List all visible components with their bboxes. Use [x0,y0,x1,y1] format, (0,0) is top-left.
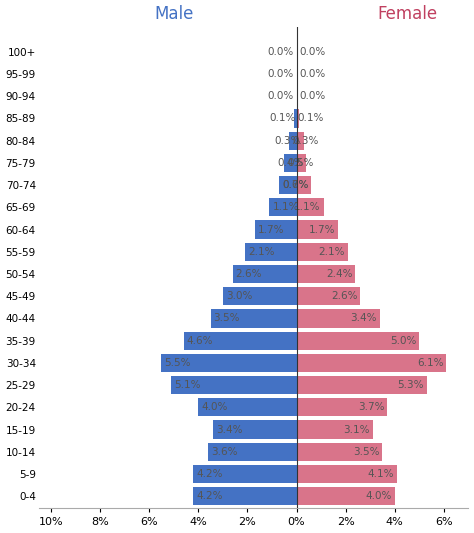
Bar [270,198,297,216]
Bar [297,176,311,194]
Bar [193,465,297,483]
Bar [255,221,297,239]
Bar [297,487,395,505]
Bar [294,109,297,127]
Text: 3.6%: 3.6% [211,447,237,457]
Bar [289,132,297,150]
Text: 3.4%: 3.4% [216,425,242,434]
Bar [297,376,427,394]
Text: 4.0%: 4.0% [201,402,228,413]
Text: 1.1%: 1.1% [273,203,299,212]
Text: 0.0%: 0.0% [300,69,326,79]
Text: 0.7%: 0.7% [282,180,309,190]
Bar [297,354,447,372]
Text: 2.4%: 2.4% [326,269,353,279]
Text: 0.0%: 0.0% [300,47,326,57]
Bar [279,176,297,194]
Text: 3.4%: 3.4% [351,313,377,324]
Text: 3.1%: 3.1% [343,425,370,434]
Bar [297,154,306,172]
Text: 4.2%: 4.2% [196,491,223,501]
Bar [210,309,297,328]
Bar [297,287,360,305]
Text: 2.6%: 2.6% [331,291,357,301]
Text: 4.2%: 4.2% [196,469,223,479]
Text: 4.0%: 4.0% [365,491,392,501]
Text: 0.3%: 0.3% [292,136,319,146]
Text: 3.5%: 3.5% [353,447,380,457]
Bar [297,243,348,261]
Bar [297,265,356,283]
Bar [198,398,297,416]
Text: 1.7%: 1.7% [258,224,284,235]
Bar [171,376,297,394]
Bar [183,332,297,350]
Text: 3.7%: 3.7% [358,402,384,413]
Bar [297,109,299,127]
Text: 0.4%: 0.4% [277,158,303,168]
Text: 0.0%: 0.0% [267,69,293,79]
Text: 2.1%: 2.1% [248,247,274,257]
Text: 2.1%: 2.1% [319,247,345,257]
Bar [297,132,304,150]
Text: 5.1%: 5.1% [174,380,201,390]
Text: 1.1%: 1.1% [294,203,320,212]
Bar [297,221,338,239]
Text: 3.0%: 3.0% [226,291,252,301]
Bar [213,421,297,439]
Bar [284,154,297,172]
Text: 0.1%: 0.1% [297,114,323,124]
Text: Female: Female [377,5,437,23]
Text: 0.5%: 0.5% [287,158,313,168]
Bar [297,198,324,216]
Bar [297,309,380,328]
Bar [297,465,397,483]
Bar [208,442,297,461]
Bar [297,332,419,350]
Text: 4.6%: 4.6% [186,336,213,346]
Text: 0.6%: 0.6% [282,180,308,190]
Bar [233,265,297,283]
Text: 0.0%: 0.0% [267,91,293,101]
Bar [162,354,297,372]
Text: 0.0%: 0.0% [300,91,326,101]
Text: 4.1%: 4.1% [368,469,394,479]
Bar [223,287,297,305]
Text: 5.0%: 5.0% [390,336,416,346]
Text: 0.1%: 0.1% [270,114,296,124]
Bar [297,398,387,416]
Bar [297,442,383,461]
Bar [297,421,373,439]
Text: Male: Male [154,5,193,23]
Text: 6.1%: 6.1% [417,358,443,368]
Text: 5.5%: 5.5% [164,358,191,368]
Text: 3.5%: 3.5% [213,313,240,324]
Text: 5.3%: 5.3% [397,380,424,390]
Text: 2.6%: 2.6% [236,269,262,279]
Text: 0.3%: 0.3% [274,136,301,146]
Bar [193,487,297,505]
Text: 0.0%: 0.0% [267,47,293,57]
Text: 1.7%: 1.7% [309,224,335,235]
Bar [245,243,297,261]
